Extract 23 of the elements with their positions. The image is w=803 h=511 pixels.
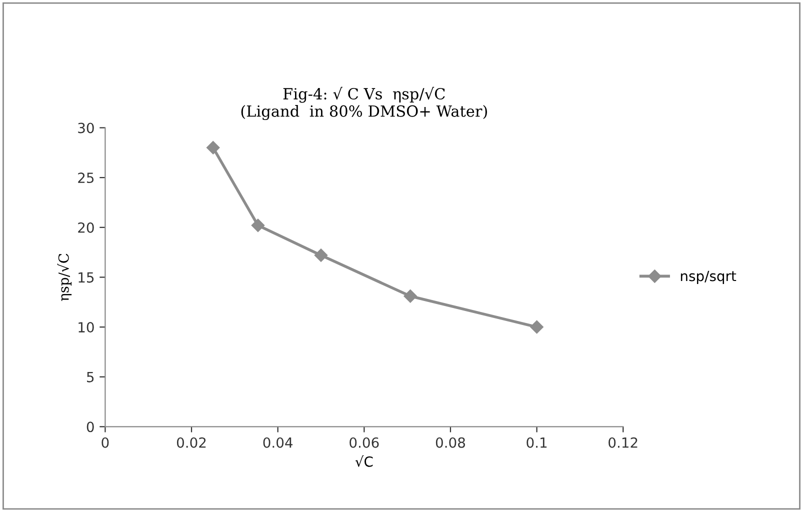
point: [251, 218, 265, 232]
x-tick-label: 0.12: [608, 437, 638, 448]
x-tick-label: 0.02: [176, 437, 206, 448]
point: [530, 320, 544, 334]
x-tick-label: 0.1: [526, 437, 547, 448]
x-tick-label: 0.08: [436, 437, 465, 448]
y-tick-label: 10: [78, 322, 94, 333]
legend-label: nsp/sqrt: [680, 270, 736, 284]
y-axis-title: ηsp/√C: [57, 254, 72, 301]
y-tick-label: 25: [78, 172, 94, 184]
x-tick-label: 0.06: [350, 437, 379, 448]
point: [206, 141, 220, 154]
point: [404, 290, 417, 303]
chart-title: Fig-4: √ C Vs ηsp/√C (Ligand in 80% DMSO+ Water): [241, 86, 487, 120]
y-tick-label: 15: [78, 272, 94, 283]
x-tick-label: 0.04: [263, 437, 293, 448]
y-tick-label: 0: [86, 422, 94, 432]
y-tick-label: 20: [78, 222, 94, 233]
x-axis-title: √C: [355, 455, 373, 467]
y-tick-label: 30: [78, 122, 94, 134]
point: [314, 248, 328, 262]
y-tick-label: 5: [87, 372, 94, 382]
x-tick-label: 0: [102, 437, 109, 448]
